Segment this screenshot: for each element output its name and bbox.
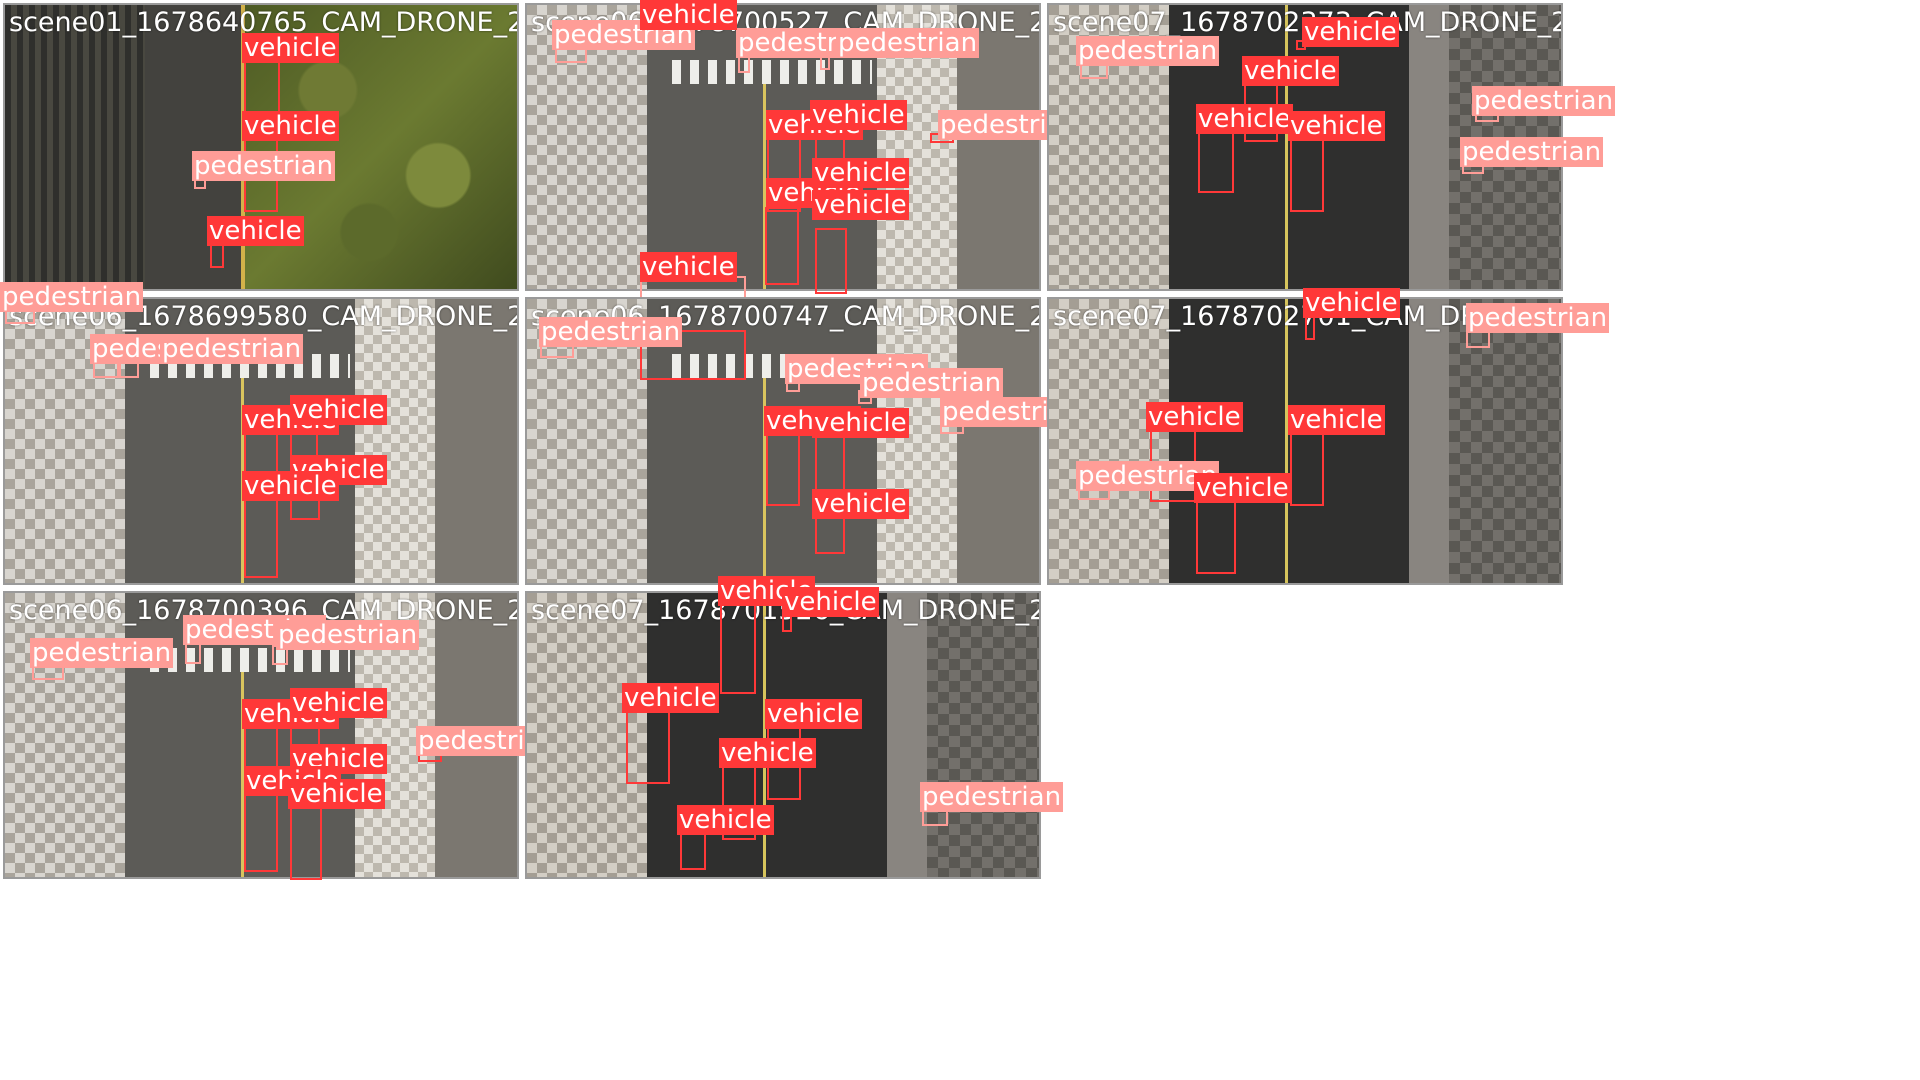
pedestrian-label: pedestrian	[1460, 137, 1603, 167]
vehicle-label: vehicle	[242, 111, 339, 141]
vehicle-bounding-box	[1290, 136, 1324, 212]
pedestrian-label: pedestrian	[192, 151, 335, 181]
vehicle-label: vehicle	[677, 805, 774, 835]
vehicle-label: vehicle	[812, 158, 909, 188]
vehicle-label: vehicle	[765, 699, 862, 729]
vehicle-label: vehicle	[1194, 473, 1291, 503]
vehicle-bounding-box	[244, 496, 278, 578]
vehicle-bounding-box	[766, 430, 800, 506]
vehicle-label: vehicle	[242, 33, 339, 63]
vehicle-label: vehicle	[1146, 402, 1243, 432]
vehicle-label: vehicle	[812, 489, 909, 519]
vehicle-label: vehicle	[1288, 111, 1385, 141]
vehicle-label: vehicle	[719, 738, 816, 768]
vehicle-bounding-box	[815, 432, 845, 494]
pedestrian-label: pedestrian	[160, 334, 303, 364]
pedestrian-label: pedestrian	[276, 620, 419, 650]
pedestrian-bounding-box	[820, 56, 830, 70]
vehicle-bounding-box	[720, 600, 756, 694]
pedestrian-label: pedestrian	[1472, 86, 1615, 116]
pedestrian-label: pedestrian	[920, 782, 1063, 812]
vehicle-label: vehicle	[242, 471, 339, 501]
vehicle-label: vehicle	[812, 190, 909, 220]
vehicle-label: vehicle	[812, 408, 909, 438]
vehicle-label: vehicle	[640, 252, 737, 282]
tile-filename: scene01_1678640765_CAM_DRONE_20.jpg	[9, 9, 519, 36]
vehicle-label: vehicle	[1196, 104, 1293, 134]
vehicle-bounding-box	[244, 790, 278, 872]
pedestrian-label: pedestrian	[1466, 303, 1609, 333]
vehicle-label: vehicle	[207, 216, 304, 246]
vehicle-bounding-box	[680, 830, 706, 870]
pedestrian-bounding-box	[119, 362, 139, 378]
vehicle-label: vehicle	[288, 779, 385, 809]
vehicle-bounding-box	[290, 800, 322, 880]
pedestrian-label: pedestrian	[860, 368, 1003, 398]
vehicle-bounding-box	[1198, 131, 1234, 193]
vehicle-label: vehicle	[290, 688, 387, 718]
pedestrian-label: pedestrian	[0, 282, 143, 312]
vehicle-label: vehicle	[1242, 56, 1339, 86]
vehicle-label: vehicle	[622, 683, 719, 713]
vehicle-bounding-box	[1290, 430, 1324, 506]
vehicle-label: vehicle	[290, 395, 387, 425]
vehicle-bounding-box	[626, 708, 670, 784]
vehicle-bounding-box	[1196, 498, 1236, 574]
vehicle-bounding-box	[765, 207, 799, 285]
pedestrian-label: pedestrian	[1076, 36, 1219, 66]
pedestrian-label: pedestrian	[539, 317, 682, 347]
vehicle-label: vehicle	[1288, 405, 1385, 435]
vehicle-bounding-box	[815, 228, 847, 294]
pedestrian-label: pedestrian	[30, 638, 173, 668]
pedestrian-label: pedestrian	[836, 28, 979, 58]
vehicle-label: vehicle	[1302, 17, 1399, 47]
vehicle-label: vehicle	[640, 0, 737, 30]
vehicle-label: vehicle	[810, 100, 907, 130]
vehicle-label: vehicle	[782, 587, 879, 617]
vehicle-bounding-box	[244, 57, 280, 113]
vehicle-label: vehicle	[1303, 288, 1400, 318]
